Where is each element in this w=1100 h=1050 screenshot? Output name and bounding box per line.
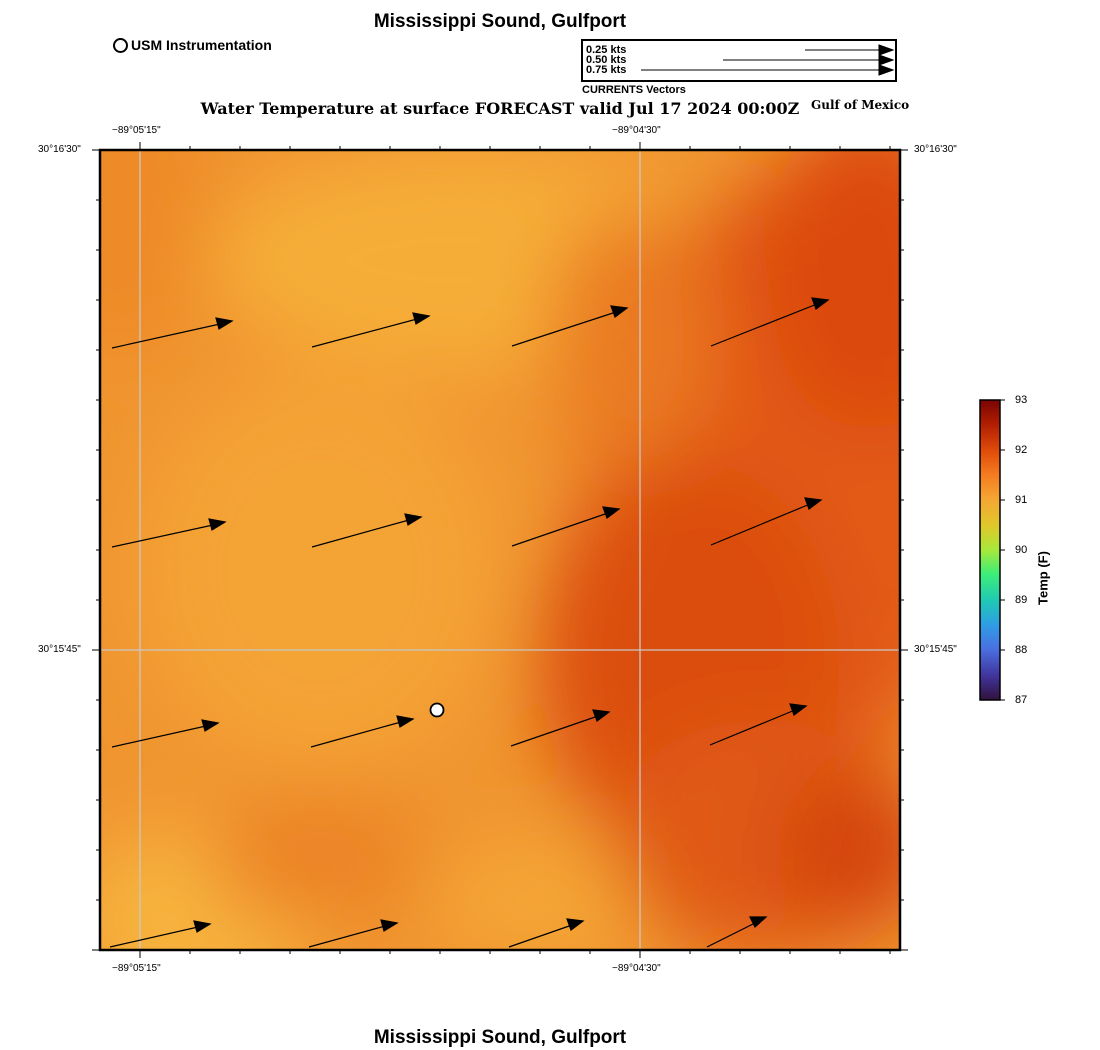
scale-label-075: 0.75 kts	[586, 64, 627, 76]
colorbar-tick-89: 89	[1015, 594, 1028, 606]
scale-arrows	[641, 44, 895, 76]
vector-scale-box: 0.25 kts 0.50 kts 0.75 kts	[581, 39, 897, 82]
map-title: Mississippi Sound, Gulfport	[373, 11, 627, 32]
footer-title: Mississippi Sound, Gulfport	[373, 1027, 627, 1048]
colorbar-tick-90: 90	[1015, 544, 1028, 556]
lat-tick-right-2: 30°15'45"	[914, 644, 957, 655]
lon-tick-bottom-2: −89°04'30"	[612, 963, 661, 974]
lat-tick-right-1: 30°16'30"	[914, 144, 957, 155]
scale-label-025: 0.25 kts	[586, 44, 627, 56]
lon-tick-bottom-1: −89°05'15"	[112, 963, 161, 974]
scale-label-050: 0.50 kts	[586, 54, 627, 66]
lat-tick-left-1: 30°16'30"	[38, 144, 81, 155]
colorbar-tick-92: 92	[1015, 444, 1028, 456]
colorbar-tick-87: 87	[1015, 694, 1028, 706]
region-label: Gulf of Mexico	[811, 98, 910, 112]
lon-tick-top-2: −89°04'30"	[612, 125, 661, 136]
minor-ticks	[96, 146, 904, 954]
station-marker-icon	[113, 37, 128, 53]
map-subtitle: Water Temperature at surface FORECAST va…	[200, 99, 800, 118]
station-legend: USM Instrumentation	[113, 37, 272, 53]
graticule	[100, 150, 900, 950]
colorbar-tick-93: 93	[1015, 394, 1028, 406]
usm-station-marker-icon	[429, 702, 445, 718]
station-legend-label: USM Instrumentation	[131, 37, 272, 53]
current-vectors	[109, 297, 830, 948]
lat-tick-left-2: 30°15'45"	[38, 644, 81, 655]
colorbar	[979, 399, 1005, 701]
colorbar-tick-88: 88	[1015, 644, 1028, 656]
temperature-map	[92, 142, 908, 958]
colorbar-title: Temp (F)	[1035, 551, 1051, 605]
vector-caption: CURRENTS Vectors	[582, 84, 686, 96]
lon-tick-top-1: −89°05'15"	[112, 125, 161, 136]
colorbar-tick-91: 91	[1015, 494, 1028, 506]
